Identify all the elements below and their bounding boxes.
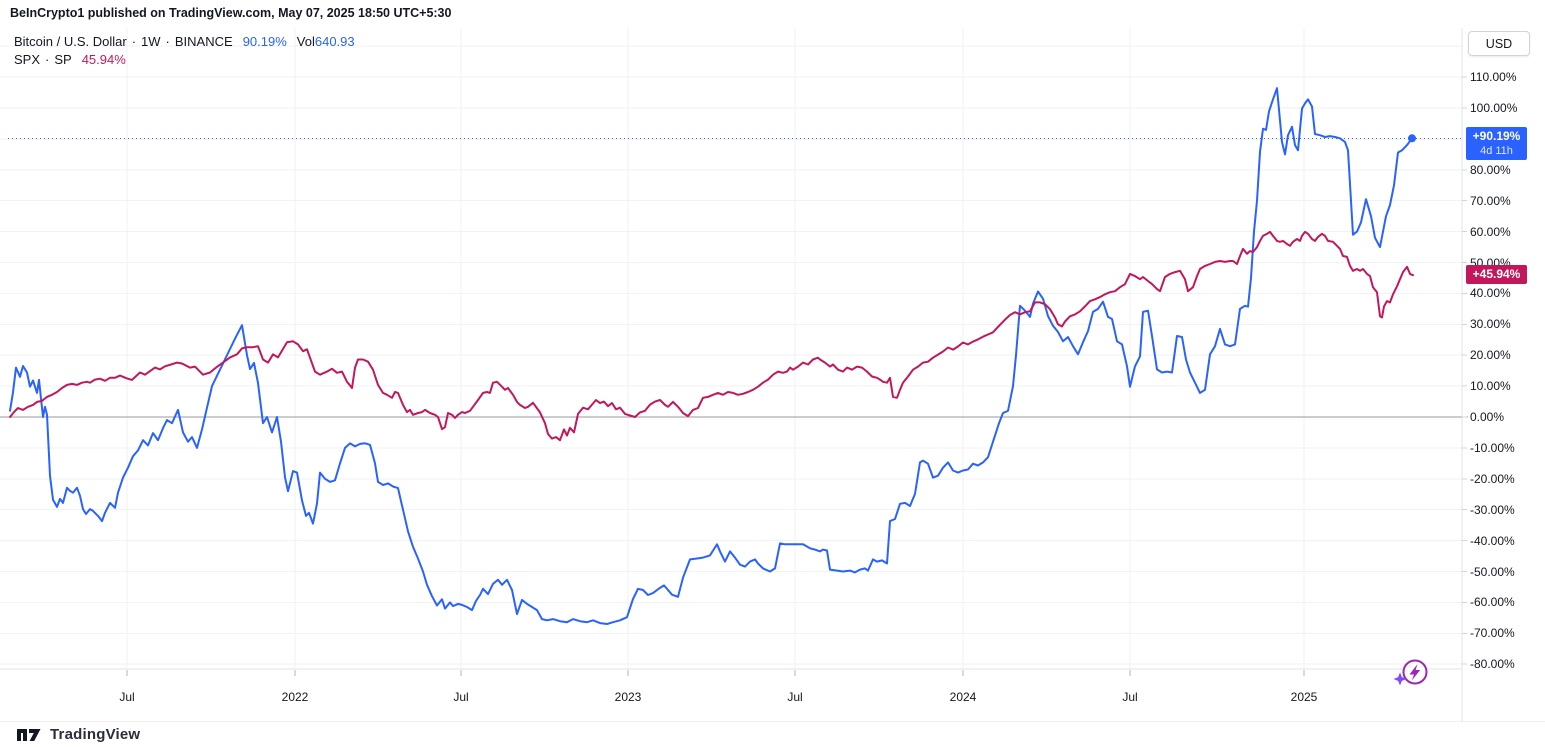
main-exchange: BINANCE — [174, 34, 233, 49]
price-axis-label: 80.00% — [1470, 162, 1511, 177]
footer: TradingView — [0, 722, 1545, 747]
publish-header: BeInCrypto1 published on TradingView.com… — [10, 6, 452, 20]
price-axis-label: 100.00% — [1470, 101, 1518, 115]
legend-separator: · — [165, 34, 170, 49]
time-axis-label: 2024 — [949, 690, 977, 704]
price-axis-label: -70.00% — [1470, 626, 1515, 641]
time-axis-label: 2022 — [281, 690, 309, 704]
legend-separator: · — [45, 52, 50, 67]
legend: Bitcoin / U.S. Dollar · 1W · BINANCE 90.… — [14, 33, 355, 69]
spx-last-price-value: +45.94% — [1472, 267, 1521, 281]
price-axis-label: -20.00% — [1470, 471, 1515, 486]
time-axis-label: Jul — [453, 690, 469, 704]
price-axis-label: 20.00% — [1470, 348, 1511, 363]
btc-last-point-dot — [1408, 134, 1416, 143]
legend-separator: · — [131, 34, 137, 49]
price-axis-label: -50.00% — [1470, 564, 1515, 579]
time-axis[interactable]: Jul 2022 Jul 2023 Jul 2024 Jul 2025 — [0, 669, 1462, 722]
tradingview-logo-icon[interactable] — [16, 726, 42, 744]
compare-change-pct: 45.94% — [81, 52, 126, 67]
price-axis-label: -10.00% — [1470, 440, 1515, 455]
price-axis[interactable]: 110.00% 100.00% 80.00% 70.00% 60.00% 50.00% 40… — [1462, 28, 1545, 722]
main-change-pct: 90.19% — [242, 34, 287, 49]
price-axis-label: 60.00% — [1470, 224, 1511, 239]
compare-symbol-title: SPX — [14, 52, 41, 67]
btc-bar-countdown: 4d 11h — [1480, 145, 1513, 157]
btc-last-price-label: +90.19% 4d 11h — [1466, 127, 1527, 160]
price-axis-label: -40.00% — [1470, 533, 1515, 548]
spx-series-line — [9, 230, 1414, 442]
price-axis-label: 0.00% — [1470, 410, 1505, 424]
tradingview-wordmark[interactable]: TradingView — [50, 726, 141, 743]
price-axis-label: -60.00% — [1470, 595, 1515, 610]
legend-row-main[interactable]: Bitcoin / U.S. Dollar · 1W · BINANCE 90.… — [14, 33, 355, 50]
main-symbol-title: Bitcoin / U.S. Dollar — [14, 34, 127, 49]
spx-last-price-label: +45.94% — [1466, 265, 1527, 284]
price-axis-label: 10.00% — [1470, 379, 1511, 394]
btc-last-price-value: +90.19% — [1472, 129, 1521, 143]
time-axis-label: 2023 — [614, 690, 642, 704]
price-axis-label: 40.00% — [1470, 286, 1511, 301]
time-axis-label: 2025 — [1290, 690, 1318, 704]
btcusd-series-line — [9, 87, 1413, 625]
price-axis-label: 70.00% — [1470, 193, 1511, 208]
price-axis-label: -30.00% — [1470, 502, 1515, 517]
main-interval: 1W — [141, 34, 161, 49]
legend-row-compare[interactable]: SPX · SP 45.94% — [14, 51, 355, 68]
volume-value: 640.93 — [314, 34, 355, 49]
price-axis-label: -80.00% — [1470, 657, 1515, 672]
currency-unit-button[interactable]: USD — [1468, 31, 1530, 56]
volume-label: Vol — [296, 34, 315, 49]
compare-exchange: SP — [54, 52, 72, 67]
price-axis-label: 110.00% — [1470, 70, 1517, 85]
price-axis-label: 30.00% — [1470, 317, 1511, 332]
time-axis-label: Jul — [1122, 690, 1138, 704]
time-axis-label: Jul — [787, 690, 803, 704]
time-axis-label: Jul — [119, 690, 135, 704]
boost-lightning-icon[interactable] — [1390, 654, 1434, 692]
